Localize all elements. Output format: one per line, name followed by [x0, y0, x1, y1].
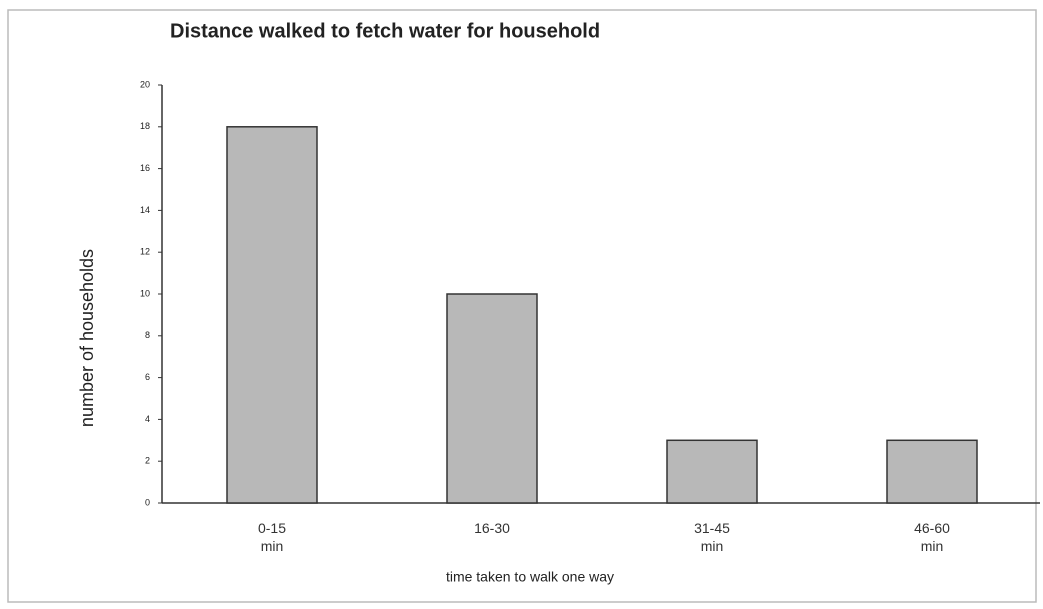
bar — [666, 439, 758, 504]
y-tick-label: 0 — [145, 497, 150, 507]
bar — [886, 439, 978, 504]
y-tick-label: 14 — [140, 205, 150, 215]
y-tick-label: 2 — [145, 456, 150, 466]
x-tick-label: 0-15 min — [257, 520, 287, 555]
y-tick-label: 12 — [140, 247, 150, 257]
y-tick-label: 18 — [140, 121, 150, 131]
y-tick-label: 16 — [140, 163, 150, 173]
y-tick-label: 6 — [145, 372, 150, 382]
y-axis-label: number of households — [77, 249, 97, 427]
x-tick-label: 16-30 — [474, 520, 510, 536]
x-axis-label: time taken to walk one way — [446, 569, 614, 585]
bar — [446, 293, 538, 504]
x-tick-label: 31-45 min — [694, 520, 730, 555]
chart-title: Distance walked to fetch water for house… — [170, 20, 600, 42]
y-tick-label: 4 — [145, 414, 150, 424]
y-tick-label: 20 — [140, 79, 150, 89]
y-tick-label: 10 — [140, 288, 150, 298]
bar — [226, 126, 318, 504]
x-tick-label: 46-60 min — [914, 520, 950, 555]
y-tick-label: 8 — [145, 330, 150, 340]
frame — [7, 9, 1037, 603]
